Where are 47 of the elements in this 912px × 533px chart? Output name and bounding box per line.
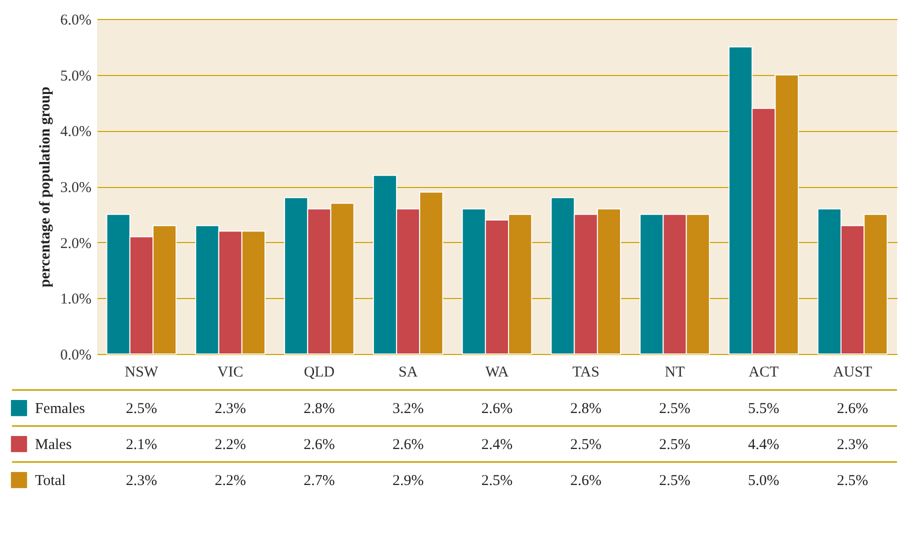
- y-tick-label: 5.0%: [60, 68, 92, 84]
- data-label: 2.2%: [214, 437, 246, 453]
- data-label: 2.8%: [570, 401, 602, 417]
- y-tick-label: 0.0%: [60, 348, 92, 364]
- x-tick-label: ACT: [748, 364, 779, 380]
- data-label: 2.8%: [304, 401, 335, 417]
- legend-label: Females: [35, 401, 86, 417]
- y-tick-label: 2.0%: [60, 236, 92, 252]
- data-label: 2.9%: [392, 473, 424, 489]
- y-axis-title: percentage of population group: [37, 86, 54, 288]
- x-tick-label: TAS: [572, 364, 600, 380]
- data-label: 2.3%: [214, 401, 246, 417]
- data-label: 2.5%: [659, 401, 690, 417]
- x-tick-label: QLD: [304, 364, 335, 380]
- x-tick-label: SA: [398, 364, 418, 380]
- data-label: 2.5%: [570, 437, 602, 453]
- data-label: 2.4%: [481, 437, 513, 453]
- y-tick-label: 3.0%: [60, 180, 92, 196]
- data-label: 2.6%: [836, 401, 868, 417]
- y-tick-label: 4.0%: [60, 124, 92, 140]
- x-tick-label: VIC: [217, 364, 244, 380]
- data-label: 2.6%: [481, 401, 513, 417]
- data-label: 2.7%: [304, 473, 335, 489]
- data-label: 2.3%: [126, 473, 158, 489]
- y-tick-label: 6.0%: [60, 12, 92, 28]
- x-tick-label: AUST: [832, 364, 872, 380]
- y-tick-label: 1.0%: [60, 292, 92, 308]
- legend-label: Total: [35, 473, 66, 489]
- data-label: 2.5%: [659, 437, 690, 453]
- data-label: 4.4%: [748, 437, 780, 453]
- data-label: 2.5%: [659, 473, 690, 489]
- data-label: 2.5%: [836, 473, 868, 489]
- x-tick-label: NSW: [124, 364, 159, 380]
- data-label: 2.5%: [126, 401, 158, 417]
- data-label: 5.0%: [748, 473, 780, 489]
- data-label: 5.5%: [748, 401, 780, 417]
- data-label: 2.2%: [214, 473, 246, 489]
- data-label: 2.6%: [570, 473, 602, 489]
- x-tick-label: WA: [485, 364, 509, 380]
- data-label: 2.3%: [836, 437, 868, 453]
- data-label: 2.6%: [392, 437, 424, 453]
- x-tick-label: NT: [664, 364, 685, 380]
- data-label: 2.1%: [126, 437, 158, 453]
- data-label: 2.5%: [481, 473, 513, 489]
- data-label: 3.2%: [392, 401, 424, 417]
- data-label: 2.6%: [304, 437, 335, 453]
- legend-label: Males: [35, 437, 72, 453]
